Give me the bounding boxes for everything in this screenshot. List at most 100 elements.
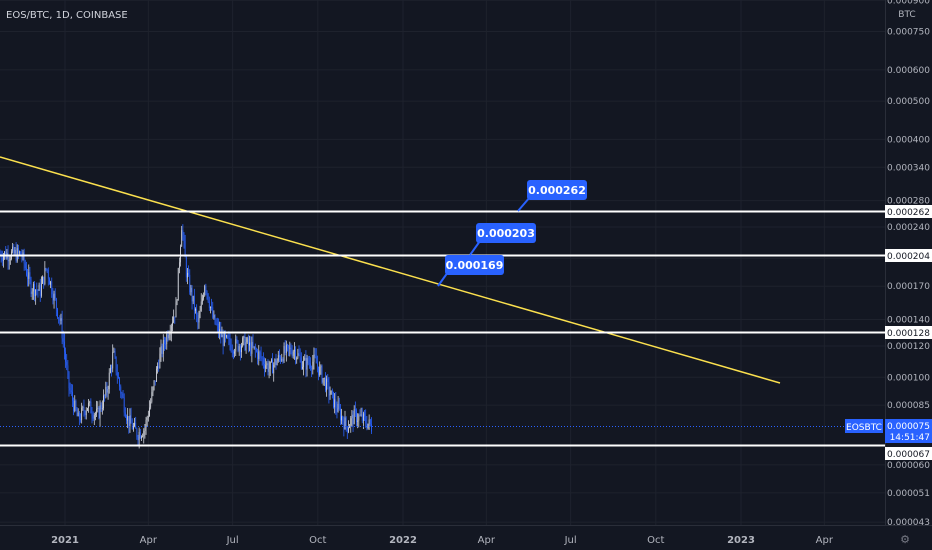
- candle-body: [66, 361, 68, 366]
- callout-0.000262[interactable]: 0.000262: [517, 180, 587, 212]
- x-tick-label: Apr: [816, 535, 834, 546]
- x-tick-label: 2022: [389, 535, 417, 546]
- y-tick-label: 0.000400: [887, 135, 930, 145]
- candle-body: [182, 230, 184, 235]
- candle-body: [326, 378, 327, 391]
- callout-0.000203[interactable]: 0.000203: [469, 223, 536, 256]
- candle-body: [282, 359, 284, 362]
- candle-body: [275, 359, 277, 366]
- candle-body: [145, 419, 147, 429]
- candle-body: [252, 341, 254, 347]
- fit-button[interactable]: ⚙: [900, 533, 910, 546]
- level-label-0.000262: 0.000262: [885, 205, 932, 218]
- candle-body: [342, 416, 344, 422]
- candle-body: [330, 390, 332, 395]
- candle-body: [299, 355, 301, 358]
- candle-body: [352, 414, 354, 425]
- candle-body: [122, 394, 124, 398]
- candle-body: [264, 363, 265, 369]
- candle-body: [311, 367, 313, 370]
- candle-body: [7, 253, 9, 262]
- candle-body: [185, 257, 187, 278]
- candle-body: [124, 412, 126, 418]
- candle-body: [245, 342, 247, 351]
- candle-body: [305, 357, 307, 370]
- candle-body: [116, 372, 118, 377]
- candle-body: [346, 426, 348, 432]
- candle-body: [356, 410, 357, 422]
- candle-body: [303, 360, 304, 367]
- candle-body: [84, 411, 86, 416]
- candle-body: [331, 390, 333, 392]
- candle-body: [126, 417, 127, 421]
- callout-0.000169[interactable]: 0.000169: [437, 255, 504, 287]
- candle-body: [32, 284, 34, 292]
- candle-body: [265, 365, 267, 369]
- candle-body: [181, 230, 183, 247]
- candle-body: [114, 351, 116, 357]
- candle-body: [280, 357, 281, 361]
- candle-body: [241, 346, 242, 353]
- candle-body: [211, 306, 212, 308]
- candle-body: [223, 332, 225, 346]
- candle-body: [234, 351, 235, 354]
- candle-body: [53, 293, 55, 301]
- candle-body: [43, 276, 45, 285]
- candle-body: [101, 408, 103, 410]
- candle-body: [127, 416, 129, 421]
- candle-body: [310, 363, 311, 368]
- candle-body: [227, 335, 229, 339]
- candle-body: [120, 386, 122, 394]
- candle-body: [229, 338, 231, 345]
- candle-body: [267, 363, 269, 372]
- candle-body: [283, 346, 285, 362]
- candle-body: [174, 316, 176, 318]
- candle-body: [103, 395, 104, 409]
- level-label-0.000204: 0.000204: [885, 249, 932, 262]
- candle-body: [317, 363, 318, 367]
- candle-body: [70, 390, 72, 392]
- candle-body: [9, 258, 11, 261]
- candle-body: [348, 428, 349, 432]
- candle-body: [291, 352, 293, 356]
- candle-body: [274, 359, 276, 365]
- level-label-0.000128: 0.000128: [885, 326, 932, 339]
- candle-body: [42, 276, 43, 284]
- y-tick-label: 0.000140: [887, 316, 930, 326]
- candle-body: [228, 338, 230, 339]
- candle-body: [37, 290, 39, 292]
- trendline[interactable]: [0, 156, 781, 384]
- candle-body: [357, 420, 359, 422]
- candle-body: [269, 361, 271, 369]
- candle-body: [73, 400, 74, 412]
- candle-body: [142, 436, 143, 438]
- candle-body: [292, 351, 294, 356]
- candle-body: [16, 248, 18, 261]
- candle-body: [59, 318, 61, 321]
- y-tick-label: 0.000051: [887, 489, 930, 499]
- candle-body: [312, 361, 314, 370]
- candle-body: [170, 325, 172, 333]
- candle-body: [164, 339, 165, 344]
- candle-body: [251, 341, 253, 354]
- candle-body: [99, 405, 101, 419]
- candle-body: [338, 404, 340, 409]
- candle-body: [319, 366, 321, 376]
- candle-body: [306, 358, 308, 370]
- candle-body: [90, 401, 92, 414]
- candle-body: [315, 356, 317, 364]
- candle-body: [24, 263, 26, 269]
- candle-body: [85, 410, 87, 416]
- candle-body: [219, 329, 221, 334]
- candle-body: [210, 306, 211, 309]
- time-axis-panel[interactable]: [0, 525, 885, 550]
- candle-body: [213, 314, 215, 318]
- candle-body: [118, 376, 119, 379]
- candle-body: [39, 284, 41, 296]
- candle-body: [158, 366, 160, 369]
- candle-body: [196, 308, 198, 316]
- candle-body: [198, 317, 200, 323]
- callout-label: 0.000169: [446, 259, 504, 272]
- price-axis-unit: BTC: [898, 10, 915, 20]
